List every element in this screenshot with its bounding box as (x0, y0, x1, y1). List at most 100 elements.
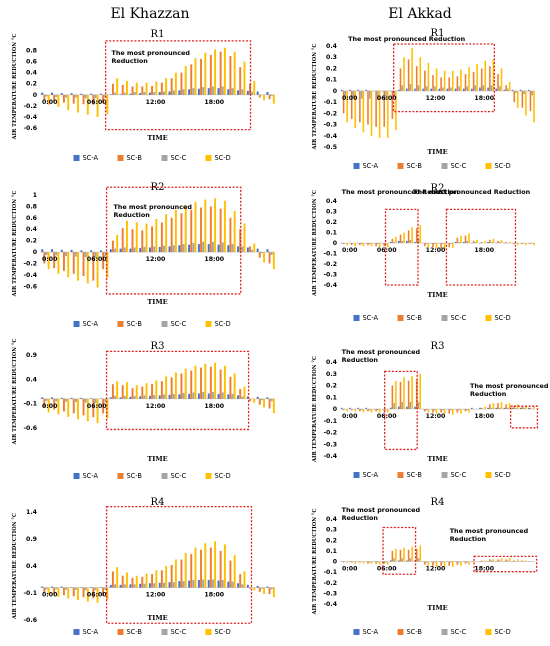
bar-sc-c-19 (231, 393, 234, 399)
bar-sc-b-1 (350, 243, 353, 246)
annotation-text: Reduction (470, 390, 507, 398)
bar-sc-b-21 (249, 246, 251, 253)
bar-sc-c-23 (270, 252, 273, 255)
bar-sc-b-0 (43, 94, 46, 101)
bar-sc-a-7 (109, 94, 112, 95)
bar-sc-a-13 (168, 246, 171, 253)
bar-sc-a-9 (414, 88, 416, 91)
annotation-text: Reduction (111, 57, 148, 65)
bar-sc-d-22 (263, 398, 266, 408)
bar-sc-d-13 (451, 409, 454, 415)
bar-sc-c-9 (133, 584, 136, 588)
bar-sc-c-14 (182, 89, 185, 95)
bar-sc-b-22 (258, 252, 261, 258)
bar-sc-b-20 (505, 559, 507, 562)
bar-sc-a-22 (519, 89, 522, 91)
bar-sc-c-15 (466, 86, 469, 91)
bar-sc-d-1 (354, 90, 357, 128)
bar-sc-a-4 (80, 93, 83, 95)
bar-sc-d-19 (233, 555, 236, 588)
bar-sc-c-14 (458, 86, 460, 91)
bar-sc-c-8 (409, 84, 412, 91)
bar-sc-b-8 (407, 380, 410, 409)
bar-sc-d-6 (106, 252, 109, 278)
bar-sc-a-20 (503, 89, 506, 91)
bar-sc-b-14 (456, 76, 459, 91)
bar-sc-d-23 (272, 94, 275, 104)
y-tick-label: -0.4 (323, 601, 337, 608)
x-tick-label: 0:00 (342, 566, 358, 573)
bar-sc-c-10 (143, 583, 146, 588)
bar-sc-c-15 (192, 88, 195, 95)
bar-sc-c-0 (344, 90, 347, 97)
bar-sc-c-14 (182, 244, 185, 253)
bar-sc-b-13 (448, 561, 451, 566)
bar-sc-d-21 (253, 587, 256, 591)
bar-sc-b-17 (209, 366, 212, 399)
x-tick-label: 18:00 (474, 413, 494, 420)
bar-sc-c-13 (172, 245, 175, 253)
bar-sc-d-1 (354, 409, 357, 412)
x-tick-label: 18:00 (474, 95, 494, 102)
bar-sc-b-3 (367, 561, 369, 564)
x-tick-label: 12:00 (146, 256, 166, 263)
bar-sc-a-22 (256, 585, 259, 588)
bar-sc-b-19 (229, 560, 232, 588)
bar-sc-a-16 (197, 580, 200, 588)
bar-sc-c-8 (123, 584, 126, 588)
bar-sc-d-11 (435, 561, 438, 567)
legend-label: SC-D (495, 314, 511, 322)
bar-sc-d-13 (174, 72, 177, 95)
bar-sc-d-14 (460, 69, 462, 91)
bar-sc-d-2 (67, 252, 70, 278)
bar-sc-c-2 (65, 587, 68, 590)
bar-sc-b-12 (440, 409, 442, 413)
bar-sc-a-0 (341, 89, 343, 91)
bar-sc-b-7 (399, 549, 402, 562)
annotation-text: The most pronounced (470, 382, 549, 390)
bar-sc-d-11 (155, 81, 158, 95)
bar-sc-b-8 (407, 549, 410, 562)
bar-sc-a-7 (397, 240, 400, 243)
bar-sc-d-0 (346, 243, 348, 246)
bar-sc-b-19 (497, 240, 499, 243)
bar-sc-a-5 (90, 93, 93, 95)
bar-sc-a-0 (41, 92, 44, 95)
bar-sc-d-19 (500, 239, 503, 243)
bar-sc-a-13 (168, 91, 171, 95)
bar-sc-c-6 (104, 252, 107, 257)
bar-sc-c-13 (172, 90, 175, 95)
bar-sc-c-8 (123, 395, 126, 399)
x-tick-label: 18:00 (474, 566, 494, 573)
bar-sc-a-9 (129, 584, 132, 588)
bar-sc-c-1 (352, 90, 355, 98)
bar-sc-b-7 (111, 240, 114, 253)
bar-sc-c-3 (74, 398, 77, 403)
bar-sc-d-0 (346, 409, 348, 412)
bar-sc-c-4 (84, 398, 87, 403)
bar-sc-b-10 (424, 561, 426, 565)
legend-label: SC-D (215, 472, 231, 480)
bar-sc-b-4 (375, 409, 377, 412)
bar-sc-a-8 (119, 584, 122, 588)
x-tick-label: 12:00 (146, 99, 166, 106)
bar-sc-b-12 (160, 82, 163, 95)
bar-sc-c-7 (401, 558, 404, 562)
y-tick-label: 0.4 (326, 516, 338, 523)
bar-sc-a-10 (139, 396, 142, 399)
legend-swatch-sc-b (117, 321, 124, 327)
bar-sc-d-4 (378, 561, 381, 565)
bar-sc-c-20 (507, 88, 509, 91)
bar-sc-c-16 (202, 391, 205, 399)
bar-sc-d-8 (126, 382, 128, 399)
bar-sc-c-16 (202, 579, 205, 588)
bar-sc-d-21 (516, 559, 519, 562)
bar-sc-b-14 (180, 373, 183, 399)
bar-sc-b-23 (268, 252, 271, 264)
legend-swatch-sc-a (73, 321, 80, 327)
bar-sc-c-12 (163, 394, 165, 399)
bar-sc-d-21 (516, 243, 519, 246)
bar-sc-d-3 (77, 398, 79, 420)
bar-sc-b-13 (448, 409, 451, 414)
y-tick-label: -0.1 (323, 251, 337, 258)
